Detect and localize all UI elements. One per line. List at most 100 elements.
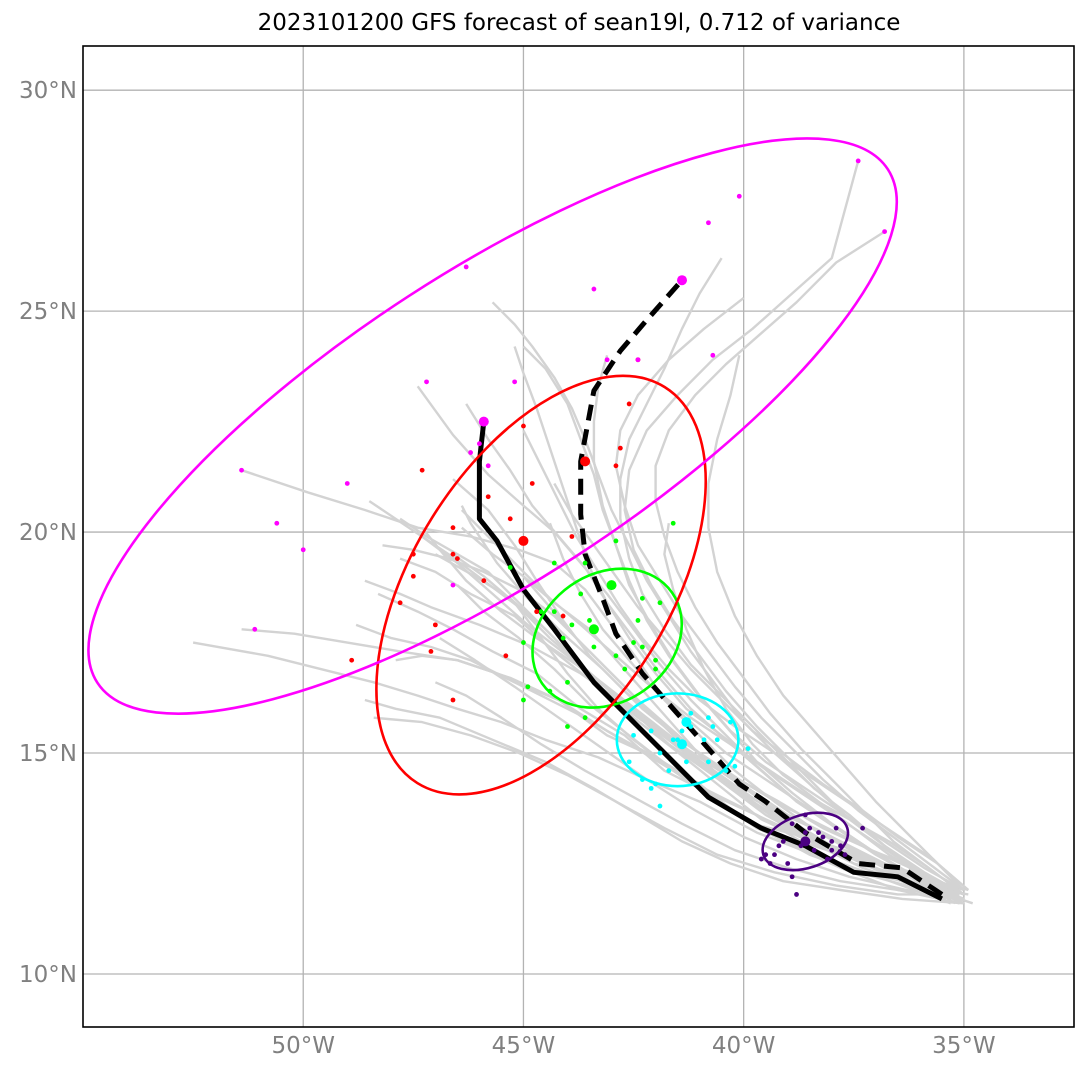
mean-point-t2-2: [681, 717, 692, 728]
member-point-t2-3: [670, 737, 676, 743]
member-point-t5-1: [274, 520, 280, 526]
member-point-t5-14: [635, 357, 641, 363]
member-point-t2-9: [684, 759, 689, 765]
member-point-t3-3: [551, 609, 557, 615]
member-point-t3-20: [639, 595, 645, 601]
member-point-t5-11: [512, 379, 518, 385]
member-track-30: [548, 522, 965, 905]
mean-point-t1-0: [800, 836, 811, 847]
member-point-t5-20: [855, 158, 861, 164]
ellipse-t5: [87, 137, 899, 715]
member-point-t3-16: [521, 697, 526, 703]
ensemble-members: [192, 160, 974, 905]
member-point-t5-9: [477, 441, 482, 447]
plot-frame: [82, 45, 1075, 1028]
member-point-t1-12: [802, 830, 808, 835]
member-point-t4-9: [569, 534, 575, 539]
member-point-t1-0: [789, 821, 795, 827]
member-point-t4-14: [529, 481, 535, 486]
y-tick-label-1: 15°N: [19, 741, 77, 767]
member-point-t3-0: [521, 640, 526, 645]
member-point-t1-3: [833, 825, 839, 831]
member-point-t5-17: [736, 193, 742, 199]
member-point-t1-23: [829, 839, 835, 844]
member-point-t3-2: [538, 609, 544, 615]
member-track-8: [382, 544, 956, 901]
member-point-t3-22: [613, 538, 619, 544]
member-point-t5-8: [485, 463, 491, 469]
member-positions: [239, 158, 888, 897]
member-point-t2-5: [710, 724, 716, 729]
mean-point-t4-5: [518, 535, 529, 546]
member-track-39: [553, 482, 970, 891]
member-point-t2-16: [714, 737, 720, 743]
member-point-t4-3: [450, 525, 456, 531]
member-point-t1-17: [842, 852, 848, 858]
x-tick-label-1: 45°W: [492, 1033, 556, 1059]
mean-point-t4-6: [580, 456, 591, 467]
member-point-t4-11: [617, 445, 623, 451]
member-track-22: [663, 523, 961, 900]
mean-positions: [478, 275, 811, 847]
member-point-t4-12: [626, 401, 632, 407]
member-point-t4-19: [349, 657, 355, 663]
member-point-t5-4: [252, 626, 258, 632]
member-point-t3-5: [587, 618, 592, 623]
member-track-20: [654, 230, 965, 896]
member-point-t3-8: [639, 644, 645, 650]
x-tick-label-3: 35°W: [932, 1033, 996, 1059]
member-point-t4-21: [503, 653, 509, 659]
member-point-t1-2: [820, 834, 826, 840]
member-track-19: [623, 160, 956, 900]
member-point-t1-5: [780, 839, 786, 844]
member-point-t3-13: [622, 666, 628, 672]
mean-point-t3-3: [588, 624, 599, 635]
member-point-t3-21: [653, 657, 658, 663]
member-point-t4-16: [432, 622, 438, 628]
member-point-t3-27: [582, 715, 588, 721]
member-point-t1-1: [807, 825, 813, 831]
member-point-t2-12: [631, 732, 636, 738]
member-point-t4-7: [534, 609, 540, 615]
member-point-t5-7: [424, 379, 429, 385]
member-track-27: [434, 681, 956, 896]
member-point-t4-23: [397, 600, 403, 606]
ellipse-t1: [761, 811, 850, 872]
member-point-t4-17: [428, 648, 434, 654]
member-point-t3-1: [560, 635, 566, 641]
member-point-t5-0: [239, 467, 244, 473]
member-track-5: [399, 517, 969, 896]
member-point-t5-6: [463, 264, 469, 270]
member-point-t5-10: [468, 450, 473, 455]
member-point-t3-4: [569, 622, 575, 628]
member-point-t3-6: [591, 644, 597, 650]
mean-point-t2-1: [677, 739, 688, 750]
member-point-t1-13: [860, 825, 865, 831]
member-track-38: [460, 509, 965, 896]
mean-point-t5-8: [677, 275, 688, 286]
ellipse-t4: [375, 374, 708, 796]
member-point-t2-13: [657, 803, 663, 809]
member-point-t5-2: [300, 547, 306, 553]
ellipse-t2: [615, 692, 740, 788]
y-tick-label-2: 20°N: [19, 520, 77, 546]
member-point-t3-14: [565, 679, 570, 685]
mean-point-t5-7: [478, 416, 489, 427]
y-tick-label-4: 30°N: [19, 78, 77, 104]
member-point-t2-20: [728, 719, 733, 725]
member-point-t4-5: [507, 516, 513, 522]
member-point-t3-26: [565, 724, 570, 729]
member-point-t4-1: [410, 573, 416, 579]
member-point-t1-7: [829, 847, 835, 853]
ellipse-t3: [531, 567, 684, 709]
member-track-10: [241, 469, 960, 901]
x-tick-label-0: 50°W: [271, 1033, 335, 1059]
member-track-31: [452, 478, 956, 892]
member-point-t4-22: [419, 467, 425, 473]
chart-title: 2023101200 GFS forecast of sean19l, 0.71…: [257, 10, 901, 36]
member-point-t5-3: [344, 481, 350, 486]
member-point-t2-18: [706, 715, 711, 721]
member-point-t4-8: [560, 613, 566, 619]
member-point-t4-10: [613, 463, 619, 469]
